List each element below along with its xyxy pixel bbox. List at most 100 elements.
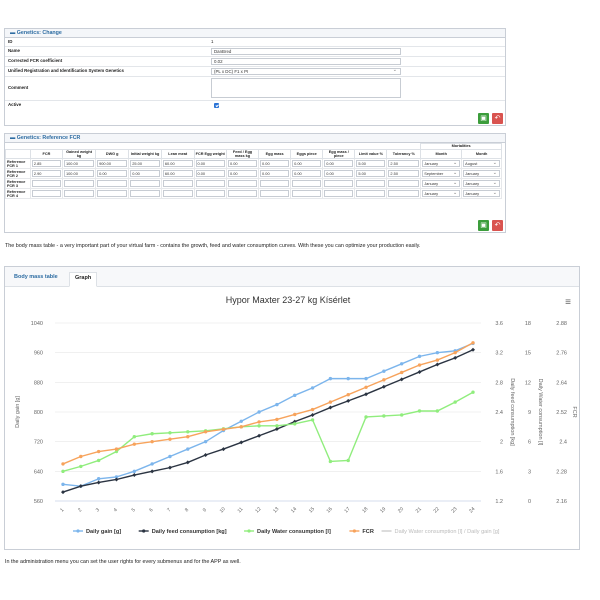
table-cell bbox=[258, 188, 292, 200]
table-cell bbox=[322, 178, 356, 190]
cell-input[interactable] bbox=[195, 180, 225, 188]
cell-input[interactable]: 0.00 bbox=[195, 160, 225, 168]
data-point bbox=[168, 431, 172, 435]
cell-input[interactable]: 0.00 bbox=[227, 160, 258, 168]
fcr-coefficient-input[interactable]: 0.02 bbox=[211, 58, 401, 65]
cell-input[interactable] bbox=[162, 180, 193, 188]
y-axis-title: Daily feed consumption [kg] bbox=[509, 378, 515, 446]
cell-input[interactable]: 900.00 bbox=[97, 160, 128, 168]
y-tick-label: 2.28 bbox=[556, 469, 567, 475]
data-point bbox=[132, 442, 137, 446]
tab-graph[interactable]: Graph bbox=[69, 272, 98, 287]
y-tick-label: 6 bbox=[528, 440, 531, 446]
cell-input[interactable] bbox=[356, 180, 386, 188]
save-button[interactable]: ▣ bbox=[478, 113, 489, 124]
cell-input[interactable]: 0.00 bbox=[324, 170, 354, 178]
tab-body-mass-table[interactable]: Body mass table bbox=[14, 274, 58, 280]
cell-input[interactable]: 2.85 bbox=[31, 160, 61, 168]
column-header: FCR bbox=[29, 148, 63, 160]
cell-input[interactable] bbox=[388, 190, 420, 198]
y-tick-label: 1.6 bbox=[495, 469, 503, 475]
y-tick-label: 3 bbox=[528, 469, 531, 475]
data-point bbox=[417, 354, 422, 359]
x-tick-label: 18 bbox=[361, 506, 369, 514]
table-cell: 60.00 bbox=[160, 158, 195, 170]
data-point bbox=[471, 341, 475, 345]
save-button[interactable]: ▣ bbox=[478, 220, 489, 231]
cell-input[interactable]: 2.50 bbox=[388, 160, 420, 168]
month-select[interactable]: January bbox=[422, 180, 461, 188]
cell-input[interactable] bbox=[356, 190, 386, 198]
minus-icon[interactable]: ▬ bbox=[10, 30, 17, 36]
cell-input[interactable]: 0.00 bbox=[292, 170, 322, 178]
cell-input[interactable] bbox=[292, 190, 322, 198]
x-tick-label: 21 bbox=[415, 506, 423, 514]
table-cell bbox=[193, 188, 227, 200]
cell-input[interactable] bbox=[31, 180, 61, 188]
month-select[interactable]: January bbox=[463, 180, 500, 188]
cell-input[interactable] bbox=[292, 180, 322, 188]
cell-input[interactable]: 0.00 bbox=[130, 170, 160, 178]
cell-input[interactable]: 0.00 bbox=[97, 170, 128, 178]
cell-input[interactable] bbox=[130, 190, 160, 198]
data-point bbox=[167, 465, 172, 470]
cell-input[interactable]: 100.00 bbox=[63, 160, 95, 168]
name-input[interactable]: DanBred bbox=[211, 48, 401, 55]
cell-input[interactable] bbox=[227, 180, 258, 188]
genetics-select[interactable]: (PL x DC) F1 x PI ⌄ bbox=[211, 68, 401, 75]
data-point bbox=[399, 413, 404, 417]
cell-input[interactable]: 60.00 bbox=[162, 170, 193, 178]
table-row: Reference FCR 3 JanuaryJanuary bbox=[5, 178, 505, 190]
cell-input[interactable] bbox=[260, 180, 290, 188]
x-tick-label: 20 bbox=[397, 506, 405, 514]
cell-input[interactable] bbox=[130, 180, 160, 188]
cell-input[interactable] bbox=[195, 190, 225, 198]
cell-input[interactable] bbox=[227, 190, 258, 198]
cell-input[interactable] bbox=[97, 190, 128, 198]
y-tick-label: 2.4 bbox=[495, 410, 503, 416]
cell-input[interactable]: 5.00 bbox=[356, 160, 386, 168]
divider bbox=[5, 76, 505, 77]
cell-input[interactable] bbox=[388, 180, 420, 188]
cell-input[interactable]: 0.00 bbox=[227, 170, 258, 178]
comment-textarea[interactable] bbox=[211, 78, 401, 98]
month-select[interactable]: January bbox=[463, 170, 500, 178]
month-select[interactable]: August bbox=[463, 160, 500, 168]
month-select[interactable]: January bbox=[422, 190, 461, 198]
table-cell: 5.00 bbox=[354, 168, 388, 180]
data-point bbox=[435, 350, 440, 355]
cell-input[interactable]: 0.00 bbox=[292, 160, 322, 168]
cell-input[interactable]: 0.00 bbox=[260, 170, 290, 178]
cell-input[interactable] bbox=[162, 190, 193, 198]
cell-input[interactable]: 25.00 bbox=[130, 160, 160, 168]
cell-input[interactable]: 0.00 bbox=[324, 160, 354, 168]
table-cell bbox=[354, 188, 388, 200]
cell-input[interactable]: 0.00 bbox=[260, 160, 290, 168]
cell-input[interactable]: 5.00 bbox=[356, 170, 386, 178]
cell-input[interactable] bbox=[63, 180, 95, 188]
cell-input[interactable]: 100.00 bbox=[63, 170, 95, 178]
data-point bbox=[132, 473, 137, 478]
active-checkbox[interactable] bbox=[214, 103, 219, 108]
data-point bbox=[150, 462, 154, 466]
month-select[interactable]: September bbox=[422, 170, 461, 178]
cell-input[interactable] bbox=[63, 190, 95, 198]
cell-input[interactable] bbox=[260, 190, 290, 198]
cell-input[interactable]: 2.50 bbox=[388, 170, 420, 178]
field-id-value: 1 bbox=[211, 39, 214, 44]
cell-input[interactable]: 2.90 bbox=[31, 170, 61, 178]
table-cell: September bbox=[420, 168, 463, 180]
cell-input[interactable] bbox=[97, 180, 128, 188]
cell-input[interactable]: 0.00 bbox=[195, 170, 225, 178]
undo-button[interactable]: ↶ bbox=[492, 113, 503, 124]
cell-input[interactable] bbox=[31, 190, 61, 198]
table-cell: January bbox=[461, 168, 502, 180]
cell-input[interactable] bbox=[324, 180, 354, 188]
month-select[interactable]: January bbox=[463, 190, 500, 198]
x-tick-label: 7 bbox=[166, 507, 172, 513]
month-select[interactable]: January bbox=[422, 160, 461, 168]
undo-button[interactable]: ↶ bbox=[492, 220, 503, 231]
cell-input[interactable] bbox=[324, 190, 354, 198]
minus-icon[interactable]: ▬ bbox=[10, 135, 17, 141]
cell-input[interactable]: 60.00 bbox=[162, 160, 193, 168]
